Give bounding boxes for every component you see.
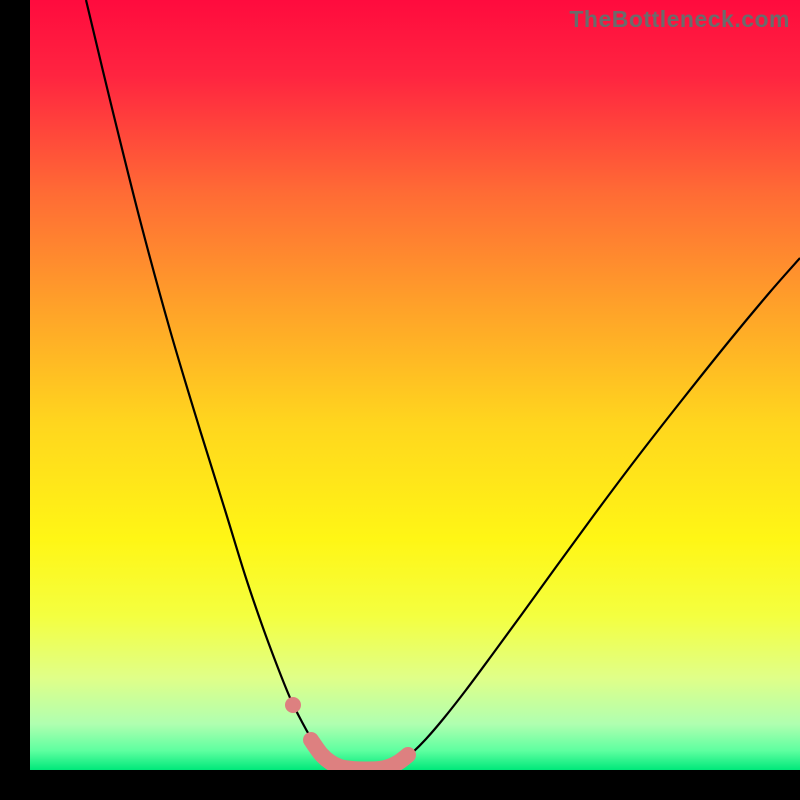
marker-band-path: [311, 740, 408, 770]
marker-band-dot: [285, 697, 301, 713]
plot-area: [30, 0, 800, 770]
curve-layer: [30, 0, 800, 770]
watermark-text: TheBottleneck.com: [569, 6, 790, 33]
bottleneck-curve-right: [385, 258, 800, 769]
bottleneck-curve-left: [86, 0, 345, 769]
